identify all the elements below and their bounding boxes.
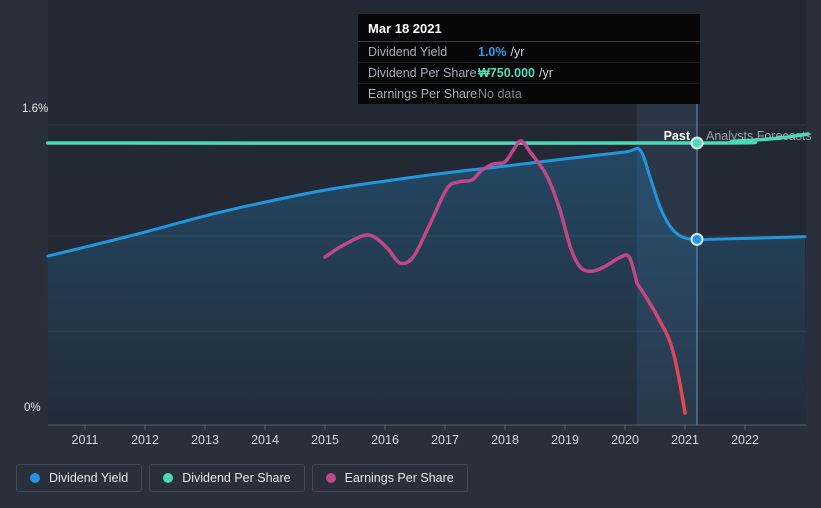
legend-item-label: Dividend Per Share [182, 471, 291, 485]
legend-color-dot [163, 473, 174, 483]
x-tick-label: 2011 [72, 433, 99, 447]
tooltip-row: Earnings Per Share No data [358, 84, 700, 104]
legend-color-dot [325, 473, 336, 483]
marker-dividend-per-share [690, 136, 704, 150]
marker-dividend-yield [690, 232, 704, 246]
x-tick-label: 2015 [311, 433, 339, 447]
chart-legend: Dividend Yield Dividend Per Share Earnings… [16, 464, 468, 492]
tooltip-rows: Dividend Yield 1.0%/yr Dividend Per Share ₩… [358, 42, 700, 104]
tooltip-row-value: ₩750.000 [478, 66, 535, 80]
chart-tooltip: Mar 18 2021 Dividend Yield 1.0%/yr Dividen… [358, 14, 700, 104]
tooltip-row-unit: /yr [510, 45, 525, 59]
dividend-yield-area [47, 148, 807, 426]
x-tick-label: 2020 [611, 433, 639, 447]
tooltip-row: Dividend Per Share ₩750.000/yr [358, 63, 700, 84]
tooltip-row: Dividend Yield 1.0%/yr [358, 42, 700, 63]
x-tick-label: 2017 [431, 433, 459, 447]
x-tick-label: 2019 [551, 433, 579, 447]
tooltip-row-label: Earnings Per Share [368, 87, 478, 101]
legend-item-label: Earnings Per Share [344, 471, 454, 485]
y-axis-label-zero: 0% [24, 402, 41, 414]
x-tick-label: 2021 [671, 433, 699, 447]
x-tick-label: 2022 [731, 433, 759, 447]
x-tick-label: 2016 [371, 433, 399, 447]
tooltip-date: Mar 18 2021 [358, 14, 700, 42]
tooltip-row-unit: /yr [538, 66, 553, 80]
earnings-per-share-line [323, 139, 639, 285]
tooltip-row-value: No data [478, 87, 522, 101]
x-tick-label: 2012 [131, 433, 159, 447]
x-tick-label: 2014 [251, 433, 279, 447]
earnings-per-share-negative-line [635, 281, 687, 415]
legend-item-dividend-yield[interactable]: Dividend Yield [16, 464, 143, 492]
past-label: Past [664, 129, 691, 143]
x-tick-label: 2018 [491, 433, 519, 447]
tooltip-row-label: Dividend Yield [368, 45, 448, 59]
y-axis-label-max: 1.6% [22, 103, 49, 115]
x-tick-label: 2013 [191, 433, 219, 447]
tooltip-row-label: Dividend Per Share [368, 66, 477, 80]
legend-color-dot [30, 473, 40, 483]
analysts-forecasts-label: Analysts Forecasts [706, 129, 812, 143]
legend-item-dividend-per-share[interactable]: Dividend Per Share [149, 464, 305, 492]
legend-item-earnings-per-share[interactable]: Earnings Per Share [311, 464, 468, 492]
dividend-per-share-line [46, 132, 810, 145]
legend-item-label: Dividend Yield [49, 471, 129, 485]
tooltip-row-value: 1.0% [478, 45, 507, 59]
